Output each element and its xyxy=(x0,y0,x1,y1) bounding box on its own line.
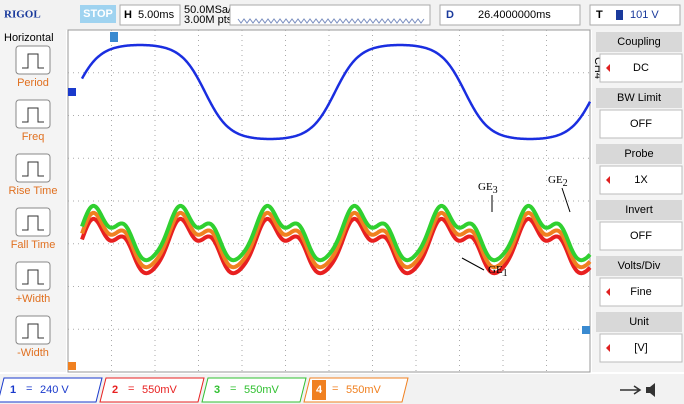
annotation-subscript: 3 xyxy=(493,185,498,196)
oscilloscope-screen: RIGOLSTOPH5.00ms50.0MSa/s3.00M ptsD26.40… xyxy=(0,0,684,404)
menu-item-label: Rise Time xyxy=(9,185,58,197)
ch1-marker xyxy=(68,88,76,96)
menu-icon xyxy=(16,154,50,182)
annotation-subscript: 1 xyxy=(503,268,508,279)
menu-icon xyxy=(16,46,50,74)
trigger-label: T xyxy=(596,9,603,21)
menu-icon xyxy=(16,262,50,290)
menu-item-label: +Width xyxy=(16,293,51,305)
channel-number: 4 xyxy=(316,384,323,396)
delay: 26.4000000ms xyxy=(478,9,551,21)
annotation-base: GE xyxy=(548,174,563,186)
channel-scale: 550mV xyxy=(244,384,280,396)
channel-number: 2 xyxy=(112,384,118,396)
delay-label: D xyxy=(446,9,454,21)
channel-scale: 550mV xyxy=(346,384,382,396)
timebase: 5.00ms xyxy=(138,9,175,21)
channel-scale: 240 V xyxy=(40,384,69,396)
menu-value: OFF xyxy=(630,118,652,130)
menu-icon xyxy=(16,100,50,128)
channel-scale: 550mV xyxy=(142,384,178,396)
menu-item-label: -Width xyxy=(17,347,49,359)
brand: RIGOL xyxy=(4,9,41,21)
ch4-marker xyxy=(68,362,76,370)
trigger-marker xyxy=(582,326,590,334)
channel-number: 3 xyxy=(214,384,220,396)
menu-label: Volts/Div xyxy=(618,260,661,272)
menu-icon xyxy=(16,208,50,236)
menu-label: BW Limit xyxy=(617,92,661,104)
menu-value: [V] xyxy=(634,342,647,354)
annotation-subscript: 2 xyxy=(563,178,568,189)
channel-number: 1 xyxy=(10,384,16,396)
trigger-channel-icon xyxy=(616,10,623,20)
channel-coupling: = xyxy=(332,383,338,395)
trigger-level: 101 V xyxy=(630,9,659,21)
menu-label: Coupling xyxy=(617,36,660,48)
channel-coupling: = xyxy=(26,383,32,395)
channel-coupling: = xyxy=(230,383,236,395)
menu-item-label: Period xyxy=(17,77,49,89)
menu-label: Unit xyxy=(629,316,649,328)
menu-label: Probe xyxy=(624,148,653,160)
memory-depth: 3.00M pts xyxy=(184,14,233,26)
menu-icon xyxy=(16,316,50,344)
menu-value: Fine xyxy=(630,286,651,298)
menu-value: OFF xyxy=(630,230,652,242)
annotation-base: GE xyxy=(488,264,503,276)
menu-item-label: Freq xyxy=(22,131,45,143)
left-menu-title: Horizontal xyxy=(4,32,54,44)
position-marker xyxy=(110,32,118,42)
menu-value: 1X xyxy=(634,174,648,186)
timebase-label: H xyxy=(124,9,132,21)
menu-item-label: Fall Time xyxy=(11,239,56,251)
menu-value: DC xyxy=(633,62,649,74)
annotation-base: GE xyxy=(478,181,493,193)
status: STOP xyxy=(83,8,113,20)
menu-label: Invert xyxy=(625,204,653,216)
channel-coupling: = xyxy=(128,383,134,395)
